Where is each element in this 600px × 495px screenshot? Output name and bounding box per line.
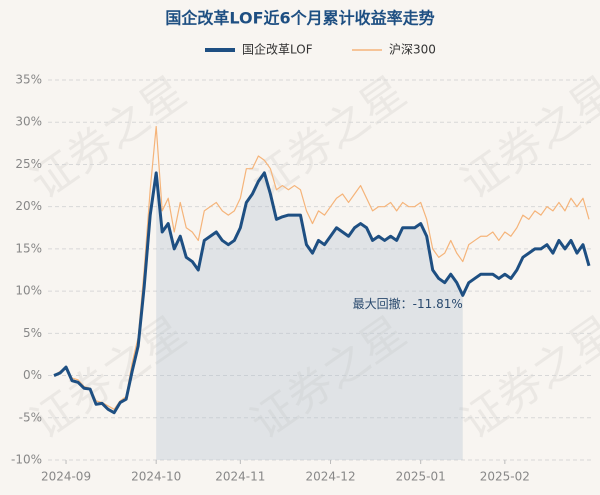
y-tick-label: -10% — [11, 453, 42, 467]
watermark: 证券之星 — [22, 67, 195, 210]
legend-label: 沪深300 — [389, 43, 436, 57]
legend-label: 国企改革LOF — [242, 42, 313, 57]
drawdown-area — [156, 172, 463, 460]
y-tick-label: 30% — [15, 115, 42, 129]
series-line — [53, 171, 591, 415]
y-tick-label: 20% — [15, 199, 42, 213]
annotation: 最大回撤：-11.81% — [353, 296, 463, 311]
y-tick-label: 35% — [15, 73, 42, 87]
x-tick-label: 2024-11 — [215, 470, 265, 484]
x-tick-label: 2024-09 — [41, 470, 91, 484]
y-tick-label: 25% — [15, 157, 42, 171]
x-tick-label: 2024-10 — [131, 470, 181, 484]
x-tick-label: 2025-01 — [396, 470, 446, 484]
watermark: 证券之星 — [452, 307, 600, 450]
chart-title: 国企改革LOF近6个月累计收益率走势 — [165, 9, 434, 28]
y-tick-label: 10% — [15, 284, 42, 298]
watermark: 证券之星 — [452, 67, 600, 210]
y-tick-label: 15% — [15, 241, 42, 255]
y-tick-label: 0% — [23, 368, 42, 382]
x-tick-label: 2025-02 — [480, 470, 530, 484]
y-tick-label: -5% — [19, 410, 42, 424]
y-tick-label: 5% — [23, 326, 42, 340]
x-tick-label: 2024-12 — [305, 470, 355, 484]
